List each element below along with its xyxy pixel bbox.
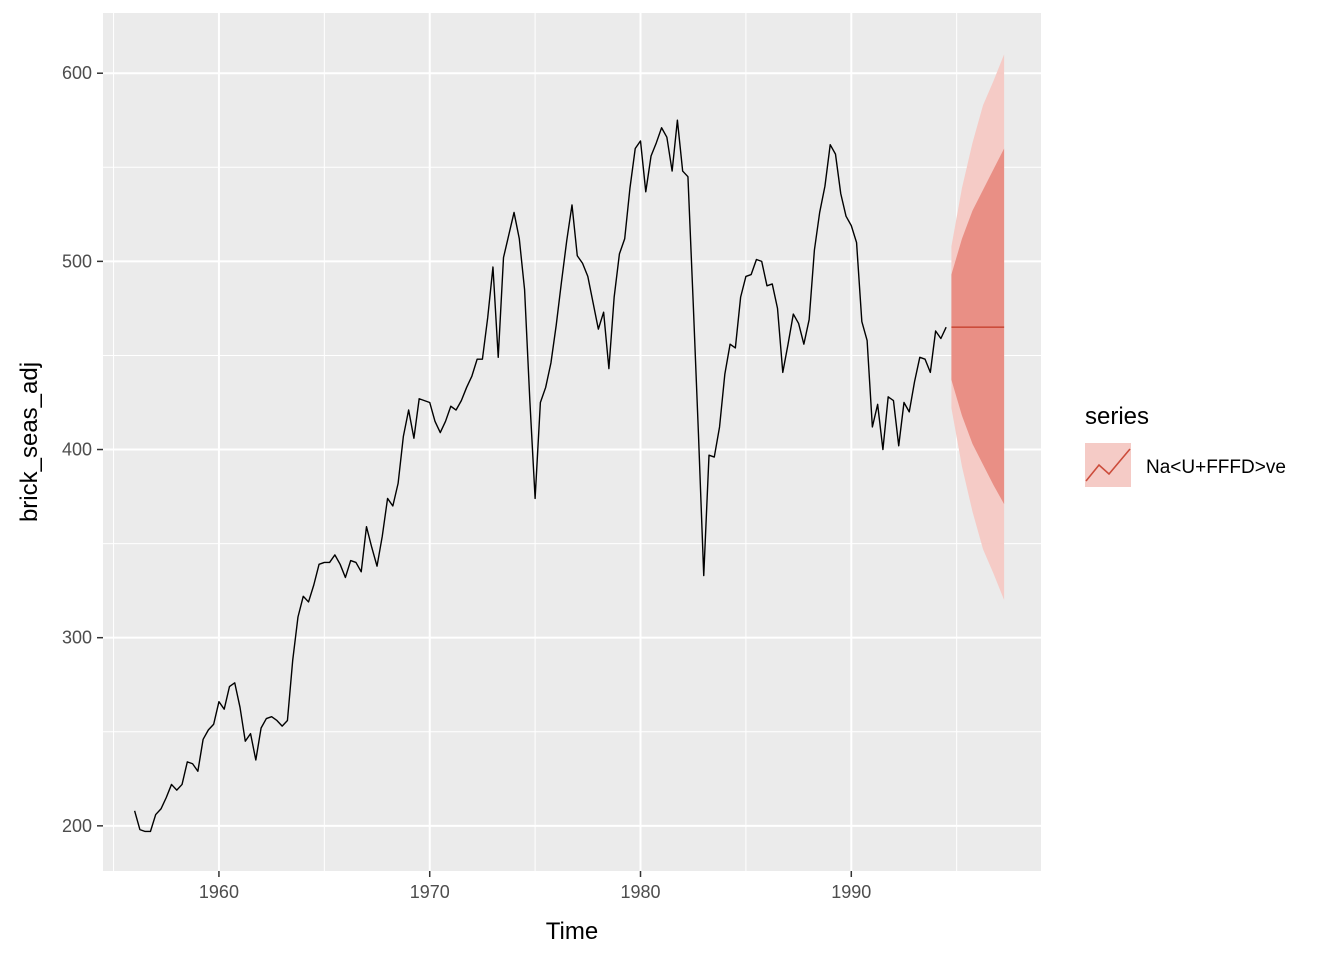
legend: series Na<U+FFFD>ve [1085, 403, 1286, 487]
x-tick-labels: 1960 1970 1980 1990 [199, 882, 871, 902]
pi80-band [951, 148, 1005, 505]
legend-title: series [1085, 403, 1149, 430]
y-axis-title: brick_seas_adj [16, 362, 43, 522]
legend-key-background [1085, 443, 1131, 487]
y-tick-label: 300 [62, 628, 92, 648]
legend-key-line-icon [1085, 448, 1131, 482]
y-tick-label: 400 [62, 440, 92, 460]
y-tick-label: 500 [62, 251, 92, 271]
minor-gridlines [103, 13, 1041, 871]
axis-ticks [97, 72, 853, 877]
major-gridlines [103, 13, 1041, 871]
x-tick-label: 1970 [410, 882, 450, 902]
x-tick-label: 1960 [199, 882, 239, 902]
y-tick-labels: 200 300 400 500 600 [62, 63, 92, 836]
x-axis-title: Time [546, 918, 598, 945]
legend-entry-label: Na<U+FFFD>ve [1146, 457, 1286, 478]
y-tick-label: 600 [62, 63, 92, 83]
y-tick-label: 200 [62, 816, 92, 836]
panel-background [103, 13, 1041, 871]
history-series-line [133, 119, 947, 833]
x-tick-label: 1990 [831, 882, 871, 902]
x-tick-label: 1980 [620, 882, 660, 902]
series-lines [133, 119, 1005, 833]
